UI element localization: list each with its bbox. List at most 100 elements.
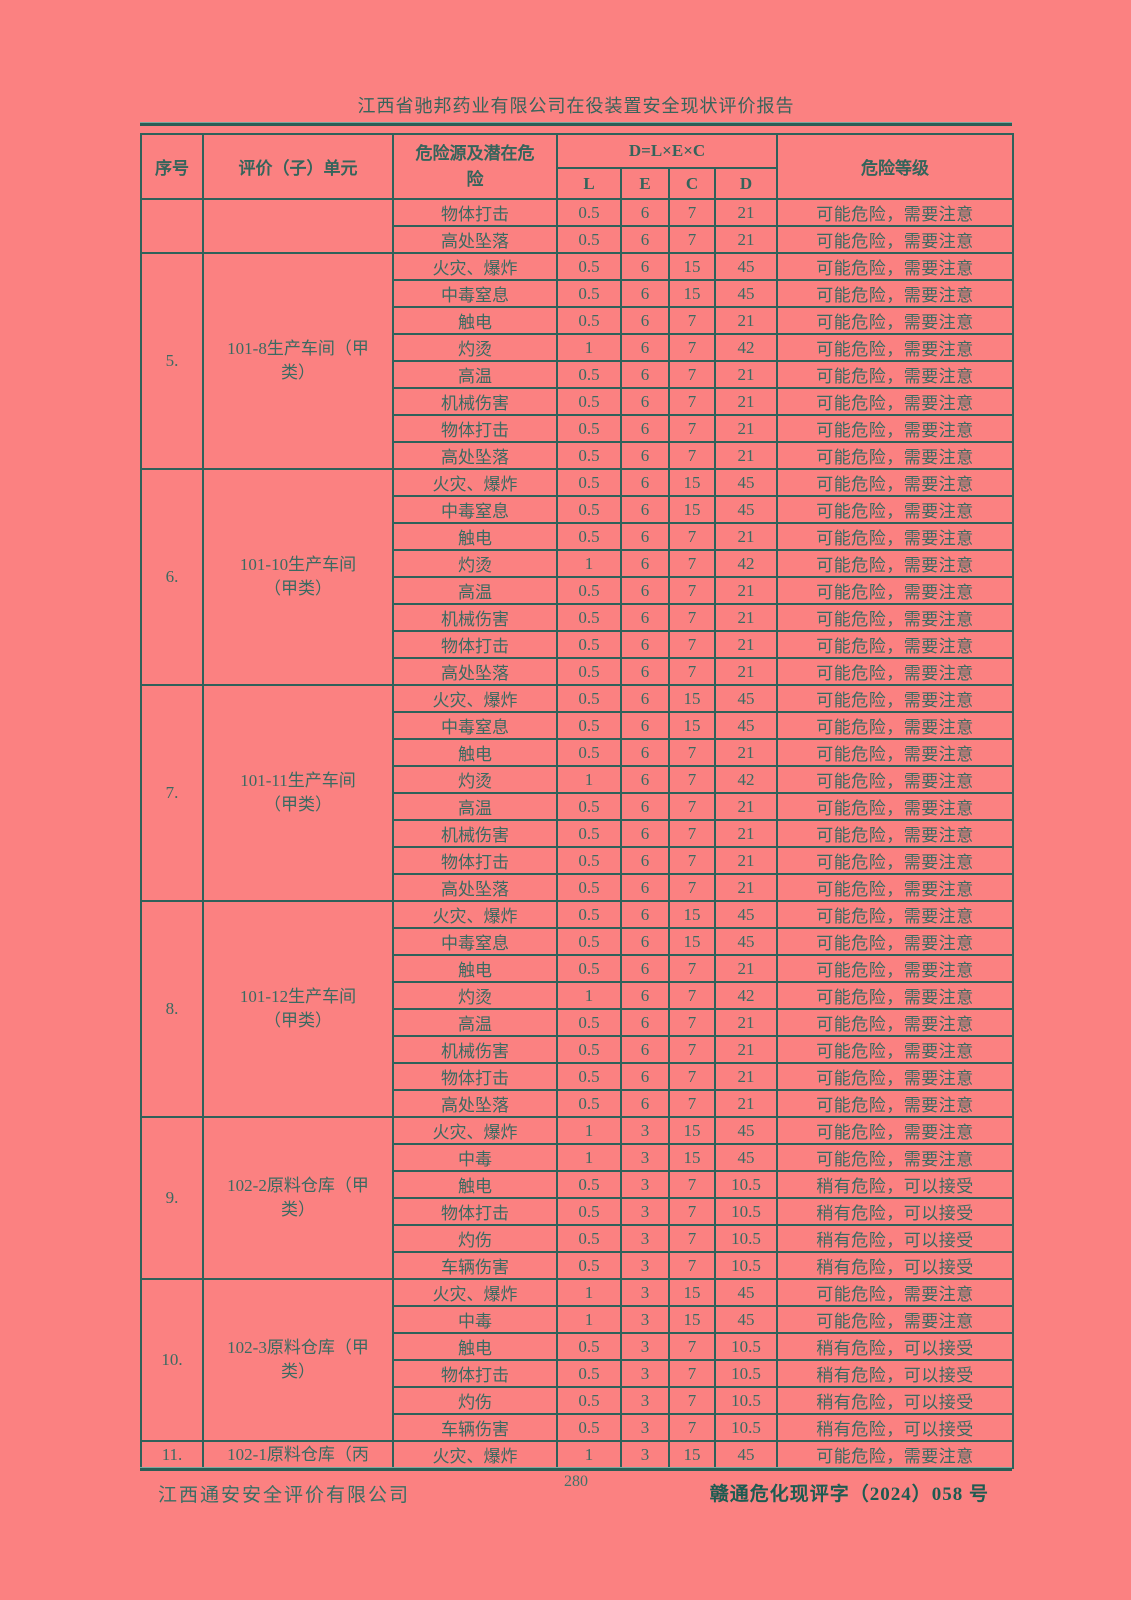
cell-l-value: 1 [556, 1116, 622, 1145]
cell-e-value: 6 [620, 333, 670, 362]
cell-d-value: 21 [713, 657, 779, 686]
cell-c-value: 15 [668, 279, 716, 308]
cell-unit: 102-1原料仓库（丙 [202, 1440, 394, 1469]
cell-e-value: 3 [620, 1413, 670, 1442]
cell-hazard: 高处坠落 [392, 225, 558, 254]
cell-c-value: 7 [668, 414, 716, 443]
cell-e-value: 6 [620, 306, 670, 335]
cell-c-value: 7 [668, 1089, 716, 1118]
cell-e-value: 6 [620, 468, 670, 497]
table-row: 物体打击 0.5 6 7 21 可能危险，需要注意 [141, 846, 1015, 875]
cell-c-value: 7 [668, 549, 716, 578]
cell-l-value: 1 [556, 1305, 622, 1334]
cell-l-value: 0.5 [556, 819, 622, 848]
cell-d-value: 21 [713, 198, 779, 227]
cell-d-value: 21 [713, 522, 779, 551]
cell-l-value: 0.5 [556, 1008, 622, 1037]
cell-risk-level: 可能危险，需要注意 [776, 711, 1015, 740]
cell-d-value: 45 [713, 1116, 779, 1145]
cell-d-value: 10.5 [713, 1413, 779, 1442]
cell-risk-level: 稍有危险，可以接受 [776, 1170, 1015, 1199]
cell-l-value: 0.5 [556, 1224, 622, 1253]
header-col-c: C [668, 167, 716, 200]
cell-hazard: 高处坠落 [392, 873, 558, 902]
footer-rule [140, 1467, 1012, 1471]
cell-e-value: 6 [620, 630, 670, 659]
cell-d-value: 45 [713, 711, 779, 740]
cell-risk-level: 可能危险，需要注意 [776, 522, 1015, 551]
cell-d-value: 21 [713, 792, 779, 821]
cell-hazard: 机械伤害 [392, 1035, 558, 1064]
cell-c-value: 7 [668, 1035, 716, 1064]
cell-unit: 101-11生产车间（甲类） [202, 684, 394, 902]
cell-risk-level: 可能危险，需要注意 [776, 1440, 1015, 1469]
cell-e-value: 6 [620, 603, 670, 632]
table-row: 物体打击 0.5 3 7 10.5 稍有危险，可以接受 [141, 1359, 1015, 1388]
cell-hazard: 中毒窒息 [392, 495, 558, 524]
cell-unit: 102-2原料仓库（甲类） [202, 1116, 394, 1280]
cell-hazard: 火灾、爆炸 [392, 684, 558, 713]
cell-d-value: 21 [713, 1035, 779, 1064]
cell-d-value: 45 [713, 1305, 779, 1334]
report-header-title: 江西省驰邦药业有限公司在役装置安全现状评价报告 [357, 96, 795, 116]
cell-d-value: 45 [713, 1143, 779, 1172]
cell-d-value: 21 [713, 306, 779, 335]
cell-e-value: 6 [620, 1008, 670, 1037]
table-row: 中毒窒息 0.5 6 15 45 可能危险，需要注意 [141, 495, 1015, 524]
header-col-hazard: 危险源及潜在危险 [392, 133, 558, 200]
cell-risk-level: 可能危险，需要注意 [776, 684, 1015, 713]
cell-hazard: 火灾、爆炸 [392, 1278, 558, 1307]
table-row: 机械伤害 0.5 6 7 21 可能危险，需要注意 [141, 819, 1015, 848]
table-row: 灼烫 1 6 7 42 可能危险，需要注意 [141, 765, 1015, 794]
header-col-e: E [620, 167, 670, 200]
table-header: 序号 评价（子）单元 危险源及潜在危险 D=L×E×C 危险等级 L E C D [140, 133, 1015, 200]
cell-e-value: 3 [620, 1278, 670, 1307]
cell-hazard: 高处坠落 [392, 657, 558, 686]
table-row: 灼烫 1 6 7 42 可能危险，需要注意 [141, 549, 1015, 578]
cell-c-value: 7 [668, 1413, 716, 1442]
cell-e-value: 6 [620, 954, 670, 983]
cell-risk-level: 可能危险，需要注意 [776, 765, 1015, 794]
cell-hazard: 高温 [392, 792, 558, 821]
cell-risk-level: 稍有危险，可以接受 [776, 1359, 1015, 1388]
cell-d-value: 10.5 [713, 1224, 779, 1253]
cell-risk-level: 可能危险，需要注意 [776, 603, 1015, 632]
cell-hazard: 物体打击 [392, 1359, 558, 1388]
cell-e-value: 6 [620, 846, 670, 875]
cell-c-value: 7 [668, 1251, 716, 1280]
cell-e-value: 6 [620, 927, 670, 956]
cell-e-value: 6 [620, 765, 670, 794]
cell-c-value: 7 [668, 630, 716, 659]
cell-seq-no: 9. [140, 1116, 204, 1280]
cell-unit: 102-3原料仓库（甲类） [202, 1278, 394, 1442]
table-row: 触电 0.5 3 7 10.5 稍有危险，可以接受 [141, 1170, 1015, 1199]
cell-d-value: 42 [713, 981, 779, 1010]
cell-hazard: 物体打击 [392, 414, 558, 443]
cell-c-value: 7 [668, 1170, 716, 1199]
cell-d-value: 45 [713, 1440, 779, 1469]
cell-c-value: 15 [668, 927, 716, 956]
cell-risk-level: 可能危险，需要注意 [776, 1035, 1015, 1064]
cell-c-value: 15 [668, 252, 716, 281]
cell-e-value: 6 [620, 387, 670, 416]
cell-e-value: 3 [620, 1224, 670, 1253]
cell-seq-no: 5. [140, 252, 204, 470]
cell-l-value: 0.5 [556, 1359, 622, 1388]
cell-hazard: 火灾、爆炸 [392, 252, 558, 281]
cell-hazard: 中毒窒息 [392, 279, 558, 308]
cell-risk-level: 可能危险，需要注意 [776, 495, 1015, 524]
cell-e-value: 6 [620, 225, 670, 254]
cell-l-value: 0.5 [556, 792, 622, 821]
cell-risk-level: 可能危险，需要注意 [776, 468, 1015, 497]
cell-hazard: 火灾、爆炸 [392, 468, 558, 497]
cell-risk-level: 可能危险，需要注意 [776, 441, 1015, 470]
cell-e-value: 6 [620, 1035, 670, 1064]
cell-c-value: 7 [668, 954, 716, 983]
header-col-unit: 评价（子）单元 [202, 133, 394, 200]
cell-hazard: 高处坠落 [392, 1089, 558, 1118]
cell-hazard: 机械伤害 [392, 387, 558, 416]
cell-l-value: 0.5 [556, 198, 622, 227]
cell-hazard: 火灾、爆炸 [392, 1440, 558, 1469]
table-row: 灼烫 1 6 7 42 可能危险，需要注意 [141, 333, 1015, 362]
cell-e-value: 6 [620, 981, 670, 1010]
